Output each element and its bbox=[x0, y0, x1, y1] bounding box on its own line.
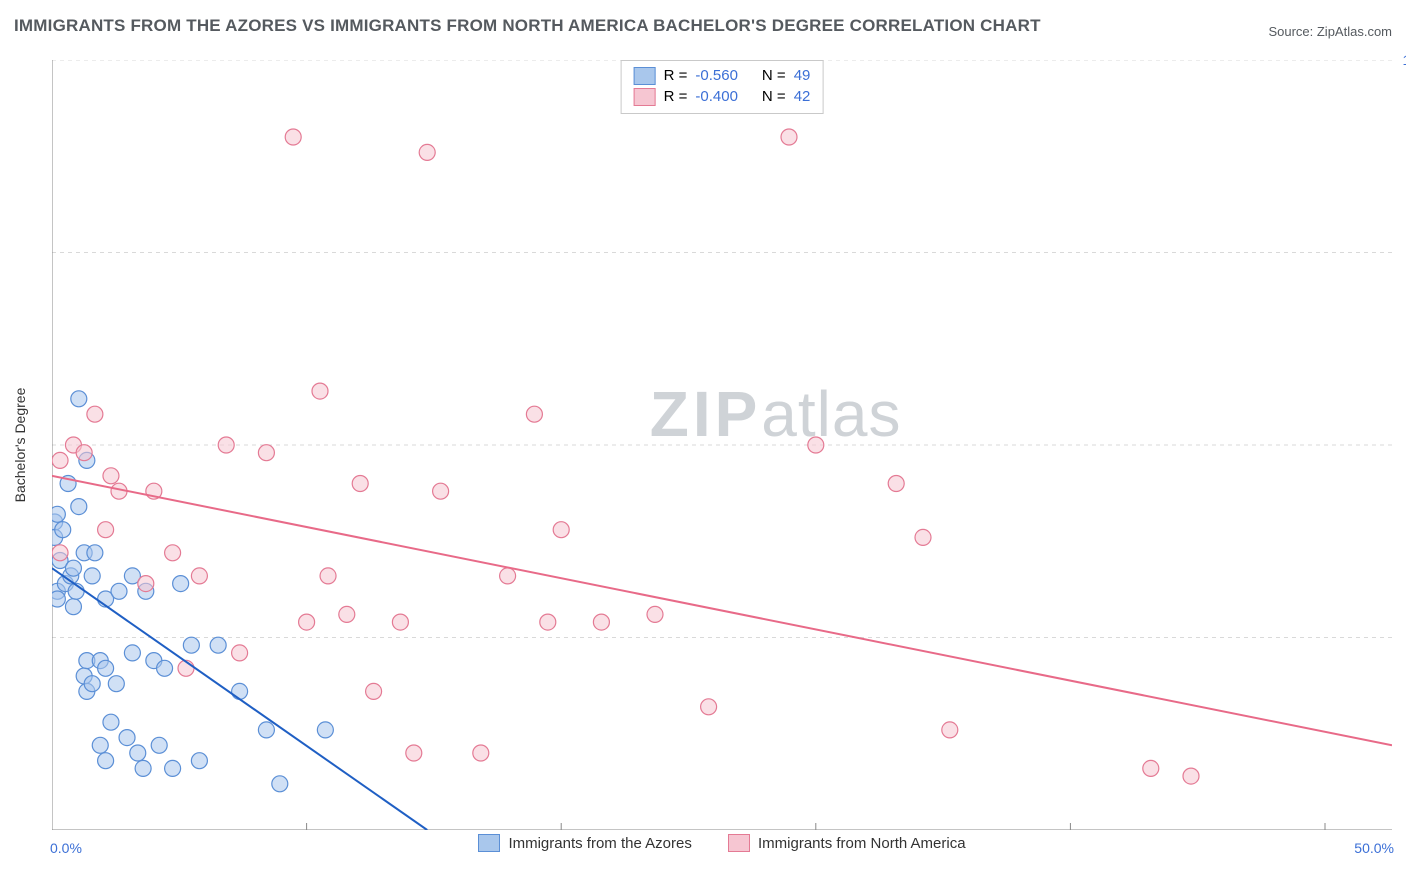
stat-n-value-2: 42 bbox=[794, 86, 811, 107]
legend-swatch-2 bbox=[728, 834, 750, 852]
stat-r-value-2: -0.400 bbox=[695, 86, 738, 107]
chart-svg bbox=[52, 60, 1392, 830]
stat-n-value-1: 49 bbox=[794, 65, 811, 86]
legend-swatch-1 bbox=[478, 834, 500, 852]
stat-row-2: R = -0.400 N = 42 bbox=[634, 86, 811, 107]
legend-item-2: Immigrants from North America bbox=[728, 834, 966, 852]
stat-n-label: N = bbox=[762, 86, 786, 107]
stat-r-label: R = bbox=[664, 86, 688, 107]
stat-r-label: R = bbox=[664, 65, 688, 86]
y-tick-label: 100.0% bbox=[1403, 52, 1406, 68]
swatch-series-1 bbox=[634, 67, 656, 85]
legend-label-1: Immigrants from the Azores bbox=[508, 835, 691, 852]
plot-area: Bachelor's Degree ZIPatlas R = -0.560 N … bbox=[52, 60, 1392, 830]
source-label: Source: ZipAtlas.com bbox=[1268, 24, 1392, 39]
x-tick-label: 50.0% bbox=[1354, 840, 1394, 856]
y-axis-label: Bachelor's Degree bbox=[12, 388, 28, 503]
chart-title: IMMIGRANTS FROM THE AZORES VS IMMIGRANTS… bbox=[14, 16, 1041, 36]
legend-item-1: Immigrants from the Azores bbox=[478, 834, 691, 852]
stat-row-1: R = -0.560 N = 49 bbox=[634, 65, 811, 86]
bottom-legend: Immigrants from the Azores Immigrants fr… bbox=[52, 834, 1392, 856]
stat-box: R = -0.560 N = 49 R = -0.400 N = 42 bbox=[621, 60, 824, 114]
swatch-series-2 bbox=[634, 88, 656, 106]
legend-label-2: Immigrants from North America bbox=[758, 835, 966, 852]
x-tick-label: 0.0% bbox=[50, 840, 82, 856]
stat-r-value-1: -0.560 bbox=[695, 65, 738, 86]
stat-n-label: N = bbox=[762, 65, 786, 86]
